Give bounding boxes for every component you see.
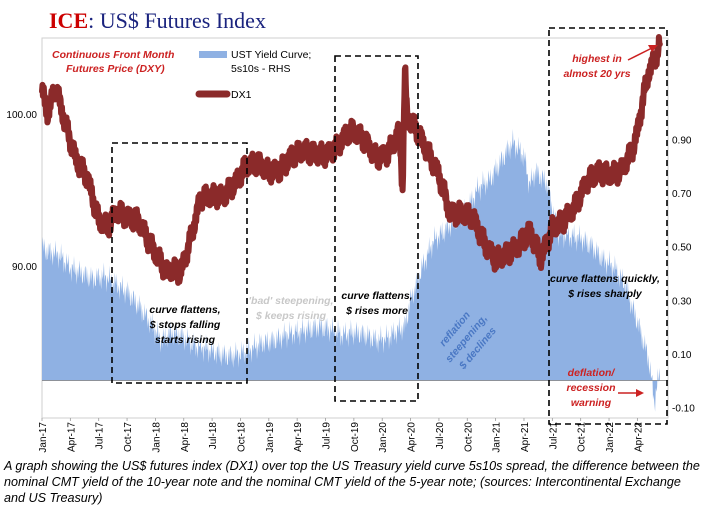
x-tick-label: Apr-22	[633, 422, 644, 452]
arrow-deflation-head	[636, 389, 644, 397]
annot-bad-line2: $ keeps rising	[255, 310, 327, 322]
annot-box3-line2: $ rises sharply	[567, 288, 643, 300]
x-tick-label: Oct-19	[350, 422, 361, 452]
right-tick-label: 0.50	[672, 243, 692, 254]
annot-deflation-line1: deflation/	[568, 367, 616, 379]
annot-box1-line3: starts rising	[155, 334, 216, 346]
x-tick-label: Jan-17	[38, 422, 49, 453]
annotation-box1: curve flattens, $ stops falling starts r…	[149, 304, 221, 346]
x-tick-label: Oct-20	[463, 422, 474, 452]
legend-yield-line2: 5s10s - RHS	[231, 63, 291, 75]
x-tick-label: Apr-17	[66, 422, 77, 452]
x-tick-label: Oct-17	[123, 422, 134, 452]
annotation-box3: curve flattens quickly, $ rises sharply	[550, 273, 660, 300]
x-tick-label: Apr-18	[180, 422, 191, 452]
x-tick-label: Oct-18	[237, 422, 248, 452]
annot-box2-line1: curve flattens,	[341, 290, 412, 302]
x-tick-label: Apr-20	[407, 422, 418, 452]
x-tick-label: Apr-21	[520, 422, 531, 452]
annotation-box-2019-2020	[334, 55, 419, 402]
x-tick-label: Jan-19	[265, 422, 276, 453]
annot-box1-line2: $ stops falling	[149, 319, 221, 331]
title-rest: : US$ Futures Index	[88, 8, 266, 33]
legend-yield-line1: UST Yield Curve;	[231, 49, 311, 61]
annot-bad-line1: 'bad' steepening,	[249, 295, 334, 307]
title-brand: ICE	[49, 8, 88, 33]
right-tick-label: 0.70	[672, 189, 692, 200]
right-tick-label: 0.10	[672, 350, 692, 361]
annot-deflation-line2: recession	[566, 382, 615, 394]
legend: UST Yield Curve; 5s10s - RHS DX1	[195, 49, 311, 101]
left-tick-label: 90.00	[12, 262, 37, 273]
annot-highest-line2: almost 20 yrs	[563, 68, 630, 80]
figure-caption: A graph showing the US$ futures index (D…	[4, 459, 700, 505]
dx1-line	[39, 34, 663, 286]
right-axis: -0.10 0.10 0.30 0.50 0.70 0.90	[672, 136, 695, 415]
right-tick-label: 0.90	[672, 136, 692, 147]
annotation-box-2021-2022	[548, 27, 668, 425]
legend-dx1-label: DX1	[231, 89, 252, 101]
x-tick-label: Jul-21	[548, 422, 559, 450]
right-tick-label: 0.30	[672, 296, 692, 307]
annot-deflation-line3: warning	[571, 397, 612, 409]
x-tick-label: Jul-19	[322, 422, 333, 450]
annotation-bad-steepening: 'bad' steepening, $ keeps rising	[249, 295, 334, 322]
annot-box1-line1: curve flattens,	[149, 304, 220, 316]
x-tick-label: Jan-18	[151, 422, 162, 453]
plot-area	[41, 37, 669, 419]
annot-box2-line2: $ rises more	[345, 305, 408, 317]
x-tick-label: Apr-19	[293, 422, 304, 452]
yield-curve-area-layer	[42, 128, 660, 412]
left-axis: 90.00 100.00	[6, 110, 37, 273]
arrow-highest-head	[648, 45, 658, 52]
x-tick-label: Jan-20	[378, 422, 389, 453]
x-tick-label: Jul-18	[208, 422, 219, 450]
right-tick-label: -0.10	[672, 403, 695, 414]
annotation-highest: highest in almost 20 yrs	[563, 53, 630, 80]
dx1-line-layer	[39, 34, 663, 286]
annotation-box-2017-2018	[111, 142, 248, 384]
left-tick-label: 100.00	[6, 110, 37, 121]
x-tick-label: Jul-17	[95, 422, 106, 450]
x-tick-label: Jan-22	[605, 422, 616, 453]
x-tick-label: Oct-21	[577, 422, 588, 452]
x-axis: Jan-17 Apr-17 Jul-17 Oct-17 Jan-18 Apr-18 Jul-…	[38, 418, 644, 453]
x-tick-label: Jan-21	[492, 422, 503, 453]
annot-box3-line1: curve flattens quickly,	[550, 273, 660, 285]
annotation-box2: curve flattens, $ rises more	[341, 290, 412, 317]
subtitle-line1: Continuous Front Month	[52, 49, 174, 61]
yield-curve-area	[42, 128, 660, 412]
x-tick-label: Jul-20	[435, 422, 446, 450]
legend-yield-swatch	[199, 51, 227, 58]
annot-highest-line1: highest in	[572, 53, 622, 65]
annotation-deflation: deflation/ recession warning	[566, 367, 615, 409]
subtitle-line2: Futures Price (DXY)	[66, 63, 165, 75]
chart-title: ICE: US$ Futures Index	[49, 8, 266, 33]
arrow-highest	[627, 47, 653, 61]
